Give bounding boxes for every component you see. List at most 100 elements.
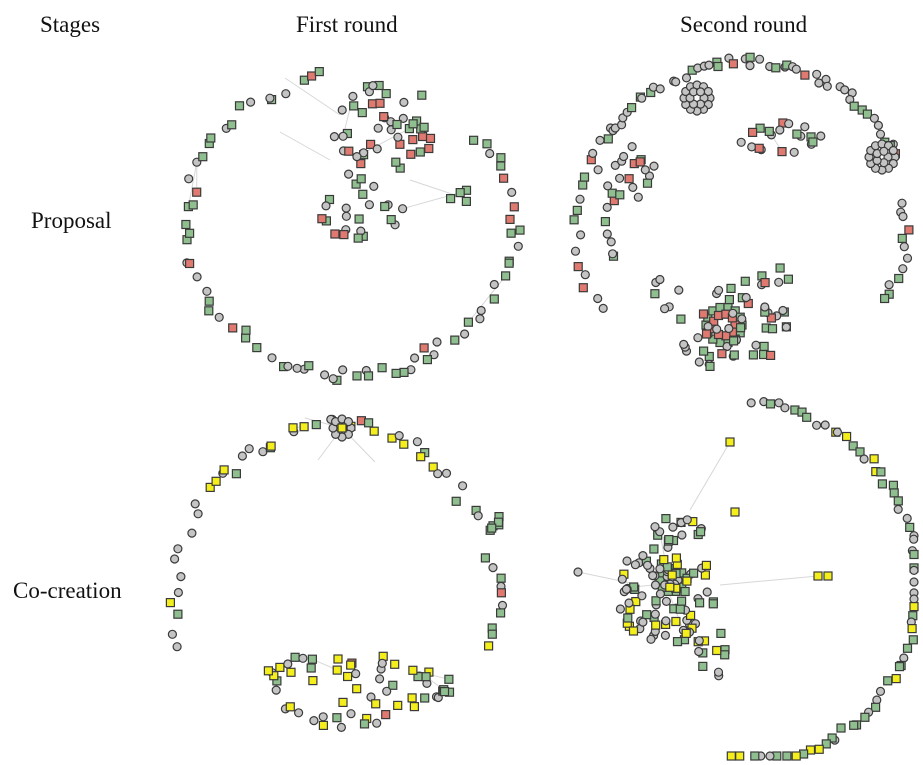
network-node-yellow	[337, 423, 347, 433]
network-node-yellow	[333, 654, 343, 664]
network-node-yellow	[726, 751, 736, 761]
network-node-green	[446, 194, 456, 204]
network-node-yellow	[263, 666, 273, 676]
network-node-circle	[187, 528, 197, 538]
network-node-circle	[344, 169, 354, 179]
network-node-green	[802, 412, 812, 422]
network-node-green	[827, 733, 837, 743]
network-node-green	[354, 214, 364, 224]
network-node-green	[311, 420, 321, 430]
network-node-green	[797, 407, 807, 417]
network-node-yellow	[685, 610, 696, 621]
network-node-circle	[399, 97, 409, 108]
network-node-circle	[704, 60, 714, 70]
network-node-green	[908, 635, 918, 645]
network-node-circle	[840, 85, 850, 95]
network-node-circle	[746, 398, 756, 408]
network-node-yellow	[288, 423, 298, 433]
network-node-green	[482, 139, 492, 149]
network-node-circle	[661, 596, 672, 607]
network-node-circle	[859, 454, 869, 464]
network-node-green	[728, 336, 739, 346]
network-node-green	[198, 152, 208, 162]
network-node-yellow	[416, 452, 426, 462]
network-node-green	[515, 225, 525, 235]
network-node-circle	[593, 293, 603, 304]
network-node-circle	[458, 481, 468, 491]
network-node-circle	[899, 653, 909, 663]
network-node-circle	[364, 200, 374, 210]
network-node-green	[204, 296, 214, 306]
network-node-green	[487, 629, 497, 639]
network-node-circle	[713, 285, 724, 295]
network-node-green	[353, 233, 363, 243]
network-node-yellow	[841, 431, 852, 442]
network-node-circle	[598, 303, 608, 313]
network-node-circle	[580, 270, 590, 280]
network-node-circle	[724, 323, 734, 334]
network-node-circle	[774, 277, 784, 287]
network-node-circle	[784, 119, 794, 129]
network-node-green	[664, 534, 674, 545]
network-node-circle	[244, 444, 254, 454]
network-node-circle	[246, 97, 256, 107]
network-node-circle	[712, 324, 722, 334]
network-node-green	[600, 217, 611, 227]
network-node-green	[480, 553, 490, 563]
network-node-circle	[875, 129, 886, 139]
network-node-green	[708, 599, 718, 609]
network-node-green	[862, 109, 873, 119]
network-node-circle	[341, 203, 351, 213]
network-node-green	[909, 549, 919, 560]
network-edge	[279, 131, 331, 161]
network-node-green	[307, 654, 317, 664]
network-node-green	[241, 333, 251, 343]
network-node-circle	[873, 120, 884, 131]
network-node-red	[344, 146, 354, 156]
network-node-red	[339, 230, 349, 240]
network-node-green	[694, 598, 705, 608]
network-node-green	[894, 273, 904, 284]
network-node-yellow	[735, 751, 745, 761]
network-node-circle	[638, 550, 648, 561]
network-node-green	[642, 610, 652, 620]
network-node-green	[759, 341, 769, 351]
network-node-green	[388, 680, 398, 690]
network-node-green	[642, 178, 653, 188]
network-node-circle	[606, 237, 616, 247]
network-node-green	[651, 596, 661, 606]
network-node-green	[357, 107, 367, 118]
network-node-circle	[433, 469, 443, 479]
network-node-green	[783, 274, 794, 284]
network-edge	[468, 275, 506, 323]
network-node-circle	[610, 160, 620, 170]
network-node-yellow	[266, 441, 276, 451]
network-node-green	[735, 323, 746, 333]
network-node-red	[760, 278, 770, 288]
network-node-circle	[775, 125, 785, 135]
network-node-green	[461, 196, 471, 206]
network-node-circle	[822, 81, 832, 91]
network-node-yellow	[681, 628, 691, 639]
network-node-circle	[637, 93, 647, 103]
network-node-yellow	[318, 720, 328, 731]
network-node-yellow	[791, 751, 801, 761]
network-node-circle	[352, 152, 362, 162]
network-node-circle	[595, 135, 605, 145]
network-node-circle	[765, 751, 775, 761]
network-node-circle	[650, 522, 660, 532]
network-node-yellow	[285, 702, 295, 712]
network-node-circle	[668, 522, 678, 532]
network-node-circle	[575, 230, 586, 240]
network-node-green	[889, 488, 899, 498]
network-node-circle	[650, 609, 660, 619]
network-node-red	[777, 147, 787, 157]
network-node-green	[252, 343, 262, 353]
network-node-green	[185, 228, 195, 238]
network-node-red	[754, 143, 764, 153]
network-node-green	[332, 713, 342, 723]
network-node-red	[424, 143, 434, 154]
network-node-circle	[888, 145, 898, 156]
network-node-red	[717, 349, 727, 359]
